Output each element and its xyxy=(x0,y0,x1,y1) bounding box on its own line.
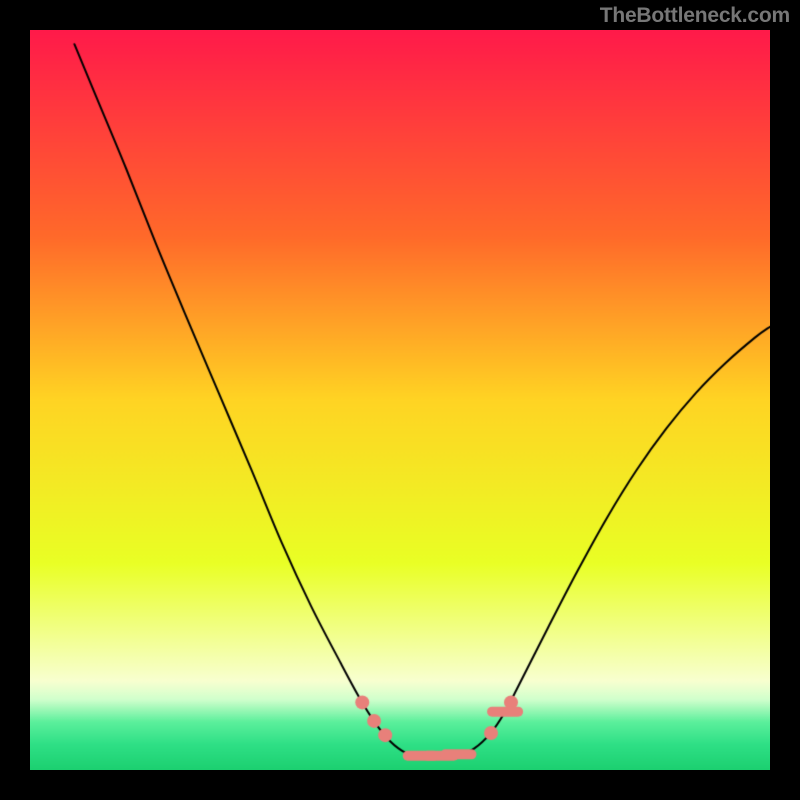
watermark-text: TheBottleneck.com xyxy=(600,4,790,28)
bottleneck-curve-chart xyxy=(30,30,770,770)
plot-area xyxy=(30,30,770,770)
chart-frame: TheBottleneck.com xyxy=(0,0,800,800)
